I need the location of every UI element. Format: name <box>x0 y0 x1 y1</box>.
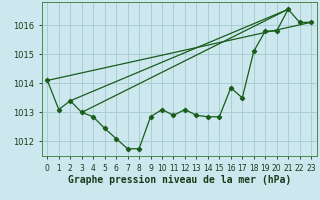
X-axis label: Graphe pression niveau de la mer (hPa): Graphe pression niveau de la mer (hPa) <box>68 175 291 185</box>
